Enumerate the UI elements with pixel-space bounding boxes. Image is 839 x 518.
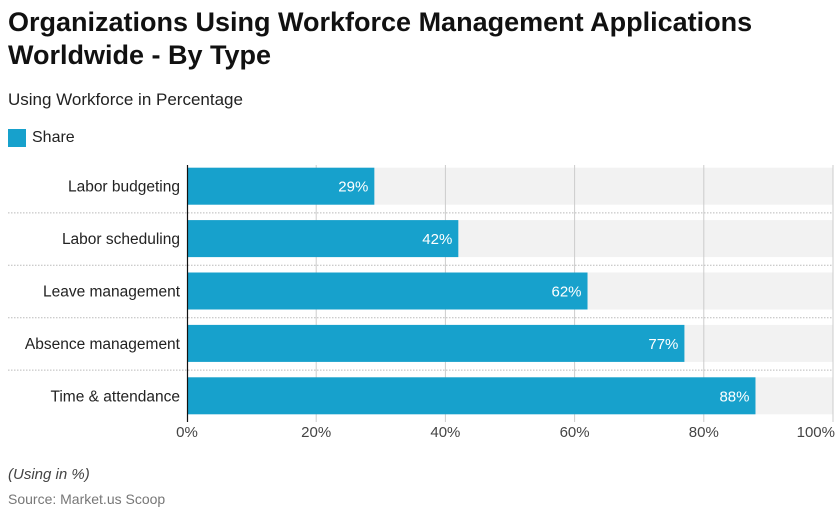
- data-label: 77%: [648, 336, 678, 353]
- category-label: Leave management: [43, 284, 181, 301]
- legend-swatch-share: [8, 129, 26, 147]
- data-label: 42%: [422, 231, 452, 248]
- chart-title: Organizations Using Workforce Management…: [8, 7, 753, 70]
- bar-leave-management: [187, 272, 588, 310]
- bar-chart: 29% Labor budgeting 42% Labor scheduling 62%…: [8, 165, 835, 441]
- data-label: 29%: [338, 179, 368, 196]
- category-label: Labor budgeting: [68, 179, 180, 196]
- bar-labor-budgeting: [187, 167, 375, 205]
- unit-note: (Using in %): [8, 466, 90, 483]
- category-label: Labor scheduling: [62, 231, 180, 248]
- source-note: Source: Market.us Scoop: [8, 491, 166, 507]
- bar-labor-scheduling: [187, 220, 459, 258]
- data-label: 88%: [719, 388, 749, 405]
- bar-time-attendance: [187, 377, 756, 415]
- legend: Share: [8, 129, 75, 147]
- x-tick-label: 100%: [797, 424, 835, 441]
- category-label: Absence management: [25, 336, 181, 353]
- x-tick-label: 80%: [689, 424, 719, 441]
- chart-subtitle: Using Workforce in Percentage: [8, 90, 243, 109]
- data-label: 62%: [551, 284, 581, 301]
- x-tick-label: 20%: [301, 424, 331, 441]
- bar-absence-management: [187, 324, 685, 362]
- category-label: Time & attendance: [50, 388, 180, 405]
- x-tick-label: 40%: [430, 424, 460, 441]
- x-tick-label: 0%: [176, 424, 198, 441]
- x-tick-label: 60%: [560, 424, 590, 441]
- legend-label-share: Share: [32, 129, 75, 146]
